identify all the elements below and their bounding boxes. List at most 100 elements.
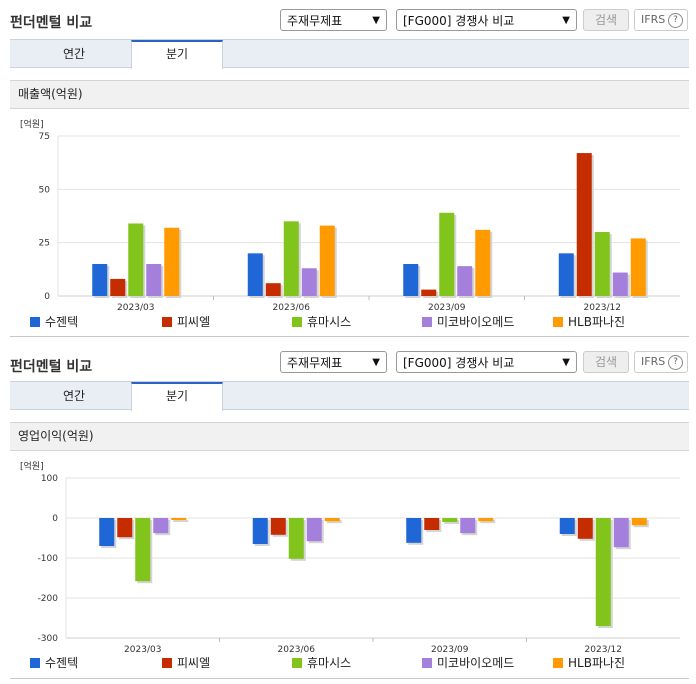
bar <box>576 153 592 296</box>
peer-group-select-value: [FG000] 경쟁사 비교 <box>403 356 515 370</box>
statement-select-value: 주재무제표 <box>287 356 343 370</box>
y-tick-label: 50 <box>39 185 51 195</box>
bar <box>319 225 335 296</box>
chevron-down-icon: ▼ <box>372 15 380 26</box>
section-title: 매출액(억원) <box>10 80 689 109</box>
x-tick-label: 2023/03 <box>124 645 161 655</box>
bar <box>475 229 491 296</box>
bar <box>439 212 455 296</box>
bar <box>630 238 646 296</box>
statement-select[interactable]: 주재무제표 ▼ <box>280 9 387 31</box>
legend-swatch <box>30 317 40 327</box>
bar <box>110 278 126 296</box>
x-tick-label: 2023/12 <box>585 645 622 655</box>
legend-swatch <box>292 658 302 668</box>
bar <box>171 518 187 520</box>
divider <box>10 678 689 679</box>
y-tick-label: 100 <box>41 474 58 484</box>
tab-annual[interactable]: 연간 <box>62 389 86 403</box>
tab-quarterly[interactable]: 분기 <box>131 40 223 69</box>
legend-swatch <box>422 658 432 668</box>
chevron-down-icon: ▼ <box>562 15 570 26</box>
bar <box>594 232 610 296</box>
statement-select[interactable]: 주재무제표 ▼ <box>280 351 387 373</box>
legend-swatch <box>553 317 563 327</box>
panel-title: 펀더멘털 비교 <box>10 15 93 31</box>
statement-select-value: 주재무제표 <box>287 14 343 28</box>
bar <box>595 518 611 626</box>
tab-annual[interactable]: 연간 <box>62 47 86 61</box>
bar <box>612 272 628 296</box>
bar <box>442 518 458 522</box>
bar <box>252 518 268 544</box>
bar <box>153 518 169 534</box>
legend-item[interactable]: HLB파나진 <box>553 313 625 330</box>
panel-title: 펀더멘털 비교 <box>10 359 93 375</box>
y-tick-label: 25 <box>39 239 50 249</box>
y-tick-label: -300 <box>38 634 59 644</box>
bar <box>301 268 317 296</box>
x-tick-label: 2023/09 <box>428 303 466 313</box>
legend-swatch <box>162 658 172 668</box>
chevron-down-icon: ▼ <box>372 357 380 368</box>
legend-swatch <box>30 658 40 668</box>
bar <box>92 264 108 296</box>
y-tick-label: -100 <box>38 554 59 564</box>
bar <box>478 518 494 522</box>
legend-swatch <box>422 317 432 327</box>
x-tick-label: 2023/06 <box>278 645 316 655</box>
bar <box>324 518 340 522</box>
x-tick-label: 2023/06 <box>273 303 311 313</box>
bar-shadow <box>326 520 342 524</box>
legend-item[interactable]: HLB파나진 <box>553 654 625 671</box>
legend-item[interactable]: 미코바이오메드 <box>422 654 514 671</box>
y-tick-label: 0 <box>52 514 58 524</box>
bar <box>457 266 473 296</box>
legend-item[interactable]: 휴마시스 <box>292 654 351 671</box>
legend-item[interactable]: 피씨엘 <box>162 654 210 671</box>
y-unit-label: [억원] <box>20 120 44 130</box>
bar <box>577 518 593 539</box>
y-unit-label: [억원] <box>20 462 44 472</box>
x-tick-label: 2023/03 <box>117 303 154 313</box>
ifrs-label: IFRS <box>641 355 666 368</box>
bar <box>128 223 144 296</box>
x-tick-label: 2023/09 <box>431 645 469 655</box>
peer-group-select-value: [FG000] 경쟁사 비교 <box>403 14 515 28</box>
help-circle-icon[interactable]: ? <box>668 355 683 370</box>
legend-item[interactable]: 피씨엘 <box>162 313 210 330</box>
search-button[interactable]: 검색 <box>583 9 629 31</box>
bar-shadow <box>173 520 189 522</box>
revenue-chart: 0 25 50 75 2023/03 2023/06 2023/09 2023/12 <box>39 132 680 313</box>
peer-group-select[interactable]: [FG000] 경쟁사 비교 ▼ <box>396 9 577 31</box>
y-tick-label: 75 <box>39 132 50 142</box>
bar <box>283 221 299 296</box>
bar <box>99 518 115 546</box>
bar <box>247 253 263 296</box>
chevron-down-icon: ▼ <box>562 357 570 368</box>
bar-shadow <box>480 520 496 524</box>
bar <box>613 518 629 548</box>
legend-item[interactable]: 수젠텍 <box>30 654 78 671</box>
legend-item[interactable]: 휴마시스 <box>292 313 351 330</box>
bar <box>631 518 647 526</box>
legend-swatch <box>162 317 172 327</box>
search-button[interactable]: 검색 <box>583 351 629 373</box>
bar <box>421 289 437 296</box>
y-tick-label: -200 <box>38 594 59 604</box>
bar <box>403 264 419 296</box>
legend-item[interactable]: 미코바이오메드 <box>422 313 514 330</box>
legend-swatch <box>292 317 302 327</box>
help-circle-icon[interactable]: ? <box>668 13 683 28</box>
legend-item[interactable]: 수젠텍 <box>30 313 78 330</box>
peer-group-select[interactable]: [FG000] 경쟁사 비교 ▼ <box>396 351 577 373</box>
bar <box>558 253 574 296</box>
bar <box>406 518 422 543</box>
section-title: 영업이익(억원) <box>10 422 689 451</box>
operating-income-chart: 100 0 -100 -200 -300 2023/03 2023/06 2023/09 202… <box>38 474 680 655</box>
bar <box>424 518 440 530</box>
tab-quarterly[interactable]: 분기 <box>131 382 223 411</box>
ifrs-button[interactable]: IFRS ? <box>634 351 688 373</box>
bar <box>265 283 281 296</box>
ifrs-button[interactable]: IFRS ? <box>634 9 688 31</box>
